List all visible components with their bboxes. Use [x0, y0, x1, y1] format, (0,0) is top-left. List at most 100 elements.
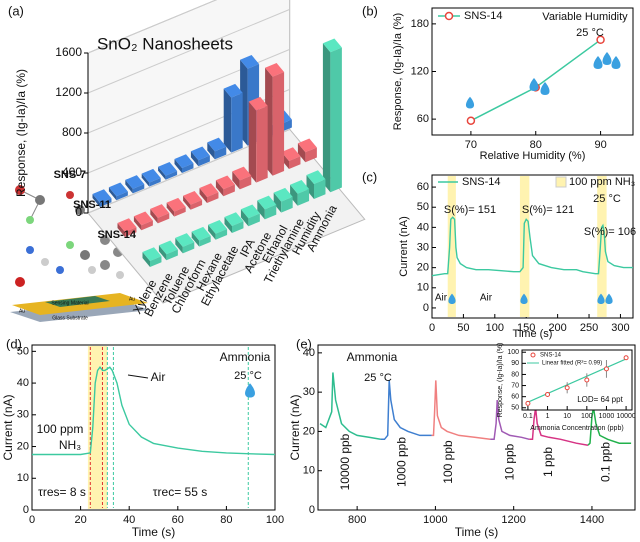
bar: [239, 175, 252, 190]
bar-side: [190, 151, 199, 167]
x-tick-label: 100: [581, 413, 593, 420]
chart-title: SnO₂ Nanosheets: [97, 34, 233, 53]
annotation: S(%)= 121: [522, 204, 574, 216]
panel-label: (c): [362, 169, 377, 184]
y-tick-label: 80: [511, 371, 519, 378]
bar-top: [142, 247, 162, 261]
line-segment: [490, 399, 530, 441]
device-label: Glass Substrate: [52, 315, 88, 321]
z-tick-label: 800: [62, 125, 82, 139]
shaded-interval: [519, 176, 530, 317]
bar-side: [273, 192, 282, 213]
bar: [223, 184, 235, 197]
y-tick-label: 20: [17, 440, 29, 452]
row-label: SNS-11: [73, 199, 111, 211]
bar: [198, 155, 210, 167]
x-tick-label: 1400: [580, 514, 604, 526]
bar: [231, 92, 243, 153]
grid-line: [87, 0, 218, 54]
line-segment: [380, 380, 432, 441]
segment-label: 1000 ppb: [394, 437, 408, 487]
legend-label: SNS-14: [540, 353, 562, 359]
annotation: 100 ppm: [37, 422, 84, 436]
legend-marker: [530, 352, 536, 358]
bar-top: [117, 218, 137, 232]
bar-top: [133, 211, 153, 226]
bar: [297, 189, 310, 206]
y-axis-label: Current (nA): [1, 394, 15, 460]
y-tick-label: 50: [417, 201, 429, 213]
y-tick-label: 40: [17, 377, 29, 389]
x-tick-label: 80: [530, 139, 542, 151]
droplet-icon: [593, 56, 603, 69]
segment-label: 100 ppb: [441, 440, 455, 484]
bar: [232, 221, 244, 233]
y-axis-label: Response, (Ig-Ia)/Ia (%): [392, 13, 404, 130]
legend-label: 100 ppm NH₃: [569, 176, 635, 188]
bar: [141, 220, 153, 231]
bar-side: [322, 43, 331, 193]
y-tick-label: 30: [303, 386, 315, 398]
bar-side: [150, 208, 158, 224]
y-tick-label: 10: [17, 472, 29, 484]
bar-top: [175, 233, 195, 247]
annotation: Air: [151, 370, 166, 384]
bar-top: [166, 197, 186, 212]
segment-label: 1 ppb: [541, 447, 555, 477]
droplet-icon: [465, 96, 475, 109]
point: [564, 385, 570, 391]
bar-top: [92, 189, 112, 203]
y-tick-label: 90: [511, 360, 519, 367]
bar: [281, 196, 293, 213]
droplet-icon: [602, 52, 612, 65]
y-tick-label: 0: [309, 504, 315, 516]
bar: [199, 235, 211, 247]
y-axis-label: Current (nA): [288, 394, 302, 460]
droplet-icon: [245, 383, 255, 398]
bar-side: [175, 237, 183, 254]
bar-top: [141, 168, 161, 183]
bar: [132, 184, 145, 194]
z-tick-label: 1200: [55, 85, 82, 99]
z-tick-label: 1600: [55, 45, 82, 59]
y-tick-label: 10: [303, 465, 315, 477]
droplet-icon: [529, 78, 539, 91]
bar-top: [248, 96, 268, 111]
bar-top: [273, 187, 293, 202]
annotation: τres= 8 s: [38, 485, 86, 499]
annotation: 25 °C: [593, 193, 621, 205]
shaded-interval: [597, 176, 607, 317]
annotation-arrow: [127, 374, 149, 379]
bar: [116, 191, 128, 201]
bar-top: [125, 175, 145, 189]
x-axis-label: Time (s): [132, 525, 176, 539]
y-axis-label: Response, (Ig-Ia)/Ia (%): [497, 343, 504, 418]
x-tick-label: 300: [611, 322, 629, 334]
line: [32, 366, 276, 456]
z-tick-label: 0: [75, 205, 82, 219]
bar-side: [240, 209, 249, 227]
x-tick-label: 50: [457, 322, 469, 334]
droplet-icon: [448, 293, 456, 304]
bar: [149, 177, 161, 187]
bar-top: [224, 212, 244, 226]
bar-side: [158, 166, 166, 180]
bar-side: [133, 216, 142, 231]
bar-side: [223, 88, 232, 153]
x-tick-label: 0: [429, 322, 435, 334]
z-tick-label: 400: [62, 165, 82, 179]
annotation: Air: [435, 293, 448, 304]
y-tick-label: 30: [17, 409, 29, 421]
y-tick-label: 180: [411, 18, 429, 30]
plot-frame: [31, 344, 276, 511]
z-axis-label: Response, (Ig-Ia)/Ia (%): [14, 69, 28, 197]
bar: [157, 213, 170, 224]
bar-top: [223, 83, 243, 98]
point: [584, 377, 590, 383]
annotation: Variable Humidity: [542, 11, 628, 23]
panel-label: (d): [6, 336, 22, 351]
y-tick-label: 20: [303, 425, 315, 437]
x-tick-label: 40: [123, 514, 135, 526]
bar: [289, 156, 301, 169]
